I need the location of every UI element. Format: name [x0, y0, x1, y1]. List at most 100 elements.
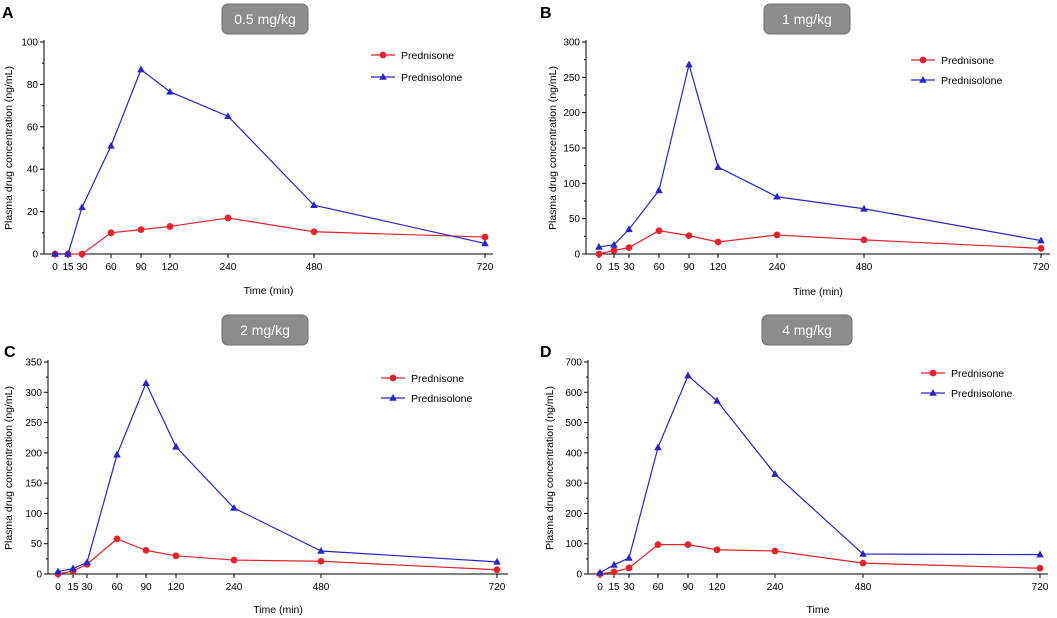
series-prednisone	[595, 227, 1045, 258]
series-line-prednisone	[57, 538, 498, 575]
legend-marker	[919, 56, 927, 64]
x-tick-label: 15	[62, 262, 74, 273]
y-tick-label: 300	[563, 38, 580, 49]
y-tick-label: 250	[563, 73, 580, 84]
y-tick-label: 0	[574, 250, 580, 261]
y-tick-label: 700	[565, 358, 582, 369]
legend-label: Prednisone	[411, 373, 464, 385]
data-point-prednisolone	[1036, 550, 1044, 558]
panel-a: A 0.5 mg/kg 0 20 40 60 80 100 0 15 30 60 90 120 240 480…	[2, 3, 494, 297]
x-tick-label: 30	[623, 582, 635, 593]
series-line-prednisone	[55, 217, 486, 255]
legend-label: Prednisone	[401, 50, 454, 62]
data-point-prednisolone	[310, 201, 318, 209]
data-point-prednisone	[625, 244, 633, 252]
data-point-prednisone	[1036, 564, 1044, 572]
x-tick-label: 480	[313, 582, 330, 593]
legend: Prednisone Prednisolone	[371, 50, 462, 84]
x-tick-label: 15	[608, 262, 620, 273]
y-tick-label: 300	[565, 479, 582, 490]
x-tick-label: 60	[652, 582, 664, 593]
data-point-prednisolone	[317, 546, 325, 554]
x-tick-label: 720	[1032, 582, 1049, 593]
data-point-prednisone	[78, 250, 86, 258]
x-tick-label: 120	[162, 262, 179, 273]
chart-title: 4 mg/kg	[782, 322, 832, 338]
series-line-prednisone	[599, 544, 1041, 575]
series-prednisolone	[51, 65, 489, 257]
x-tick-label: 0	[55, 582, 61, 593]
x-axis-title: Time (min)	[793, 286, 843, 298]
y-tick-label: 100	[21, 38, 38, 49]
series-prednisolone	[596, 371, 1044, 576]
x-tick-label: 240	[220, 262, 237, 273]
data-point-prednisone	[610, 568, 618, 576]
x-tick-label: 90	[135, 262, 147, 273]
data-point-prednisone	[859, 559, 867, 567]
y-tick-label: 150	[25, 479, 42, 490]
legend-marker	[929, 369, 937, 377]
data-point-prednisolone	[596, 568, 604, 576]
chart-title: 0.5 mg/kg	[234, 11, 295, 27]
data-point-prednisone	[230, 556, 238, 564]
legend-marker	[389, 374, 397, 382]
x-tick-label: 90	[140, 582, 152, 593]
y-tick-label: 60	[27, 122, 39, 133]
data-point-prednisolone	[54, 567, 62, 575]
data-point-prednisolone	[69, 564, 77, 572]
data-point-prednisone	[610, 247, 618, 254]
x-tick-label: 480	[855, 582, 872, 593]
x-tick-label: 720	[477, 262, 494, 273]
series-prednisolone	[54, 379, 501, 575]
x-tick-label: 15	[608, 582, 620, 593]
series-line-prednisone	[598, 230, 1042, 255]
data-point-prednisolone	[625, 553, 633, 561]
data-point-prednisolone	[610, 240, 618, 248]
data-point-prednisone	[493, 566, 501, 574]
legend-marker	[379, 51, 387, 59]
y-tick-label: 100	[25, 509, 42, 520]
y-tick-label: 50	[31, 539, 43, 550]
y-axis-title: Plasma drug concentration (ng/mL)	[3, 66, 15, 230]
series-line-prednisolone	[598, 62, 1042, 248]
x-axis-title: Time	[807, 604, 830, 616]
data-point-prednisolone	[107, 141, 115, 149]
data-point-prednisone	[654, 541, 662, 549]
data-point-prednisone	[625, 564, 633, 572]
data-point-prednisone	[773, 231, 781, 239]
title-box	[761, 314, 853, 346]
data-point-prednisone	[595, 250, 603, 258]
y-tick-label: 0	[36, 570, 42, 581]
series-prednisolone	[595, 60, 1045, 250]
data-point-prednisolone	[493, 557, 501, 565]
data-point-prednisolone	[230, 503, 238, 511]
x-tick-label: 120	[168, 582, 185, 593]
legend-marker	[919, 76, 927, 83]
data-point-prednisone	[685, 232, 693, 240]
series-prednisone	[54, 535, 501, 578]
x-tick-label: 60	[653, 262, 665, 273]
data-point-prednisolone	[610, 560, 618, 568]
panel-letter: D	[540, 344, 552, 361]
y-axis-title: Plasma drug concentration (ng/mL)	[544, 386, 556, 550]
data-point-prednisolone	[137, 65, 145, 73]
data-point-prednisone	[713, 546, 721, 554]
x-tick-label: 30	[81, 582, 93, 593]
x-tick-label: 90	[682, 582, 694, 593]
legend-label: Prednisone	[941, 55, 994, 67]
data-point-prednisolone	[859, 550, 867, 557]
data-point-prednisone	[771, 547, 779, 555]
data-point-prednisone	[684, 541, 692, 549]
data-point-prednisone	[860, 236, 868, 244]
data-point-prednisolone	[166, 87, 174, 95]
y-tick-label: 0	[32, 250, 38, 261]
data-point-prednisolone	[83, 558, 91, 566]
panel-letter: C	[4, 344, 16, 361]
data-point-prednisone	[317, 557, 325, 565]
data-point-prednisone	[107, 229, 115, 237]
x-tick-label: 240	[769, 262, 786, 273]
data-point-prednisolone	[78, 203, 86, 211]
data-point-prednisolone	[224, 112, 232, 119]
